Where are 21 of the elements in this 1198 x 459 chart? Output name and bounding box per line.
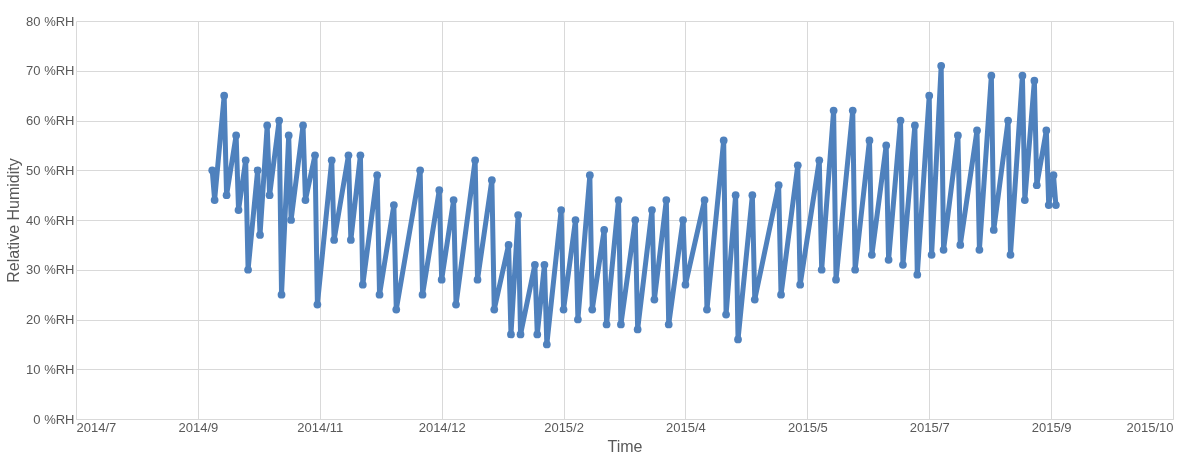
x-tick-label: 2015/2: [544, 419, 584, 435]
x-tick-label: 2014/7: [76, 419, 117, 435]
y-tick-label: 70 %RH: [26, 63, 75, 79]
x-axis-title: Time: [607, 437, 643, 455]
x-tick-label: 2015/4: [666, 419, 706, 435]
y-tick-label: 60 %RH: [26, 113, 75, 128]
x-tick-label: 2015/5: [787, 419, 828, 435]
y-tick-label: 0 %RH: [33, 411, 75, 427]
y-tick-label: 10 %RH: [26, 361, 75, 377]
x-tick-label: 2015/9: [1031, 419, 1072, 435]
y-tick-label: 80 %RH: [26, 13, 75, 29]
y-tick-label: 50 %RH: [26, 162, 75, 178]
x-tick-label: 2014/12: [418, 419, 466, 435]
y-tick-label: 40 %RH: [26, 212, 75, 228]
x-tick-label: 2014/11: [297, 419, 344, 435]
x-tick-label: 2014/9: [178, 419, 219, 435]
y-axis-title: Relative Humidity: [5, 158, 23, 283]
y-tick-label: 30 %RH: [26, 262, 75, 278]
x-tick-label: 2015/7: [909, 419, 950, 435]
x-tick-label: 2015/10: [1126, 419, 1174, 435]
y-tick-label: 20 %RH: [26, 312, 75, 327]
